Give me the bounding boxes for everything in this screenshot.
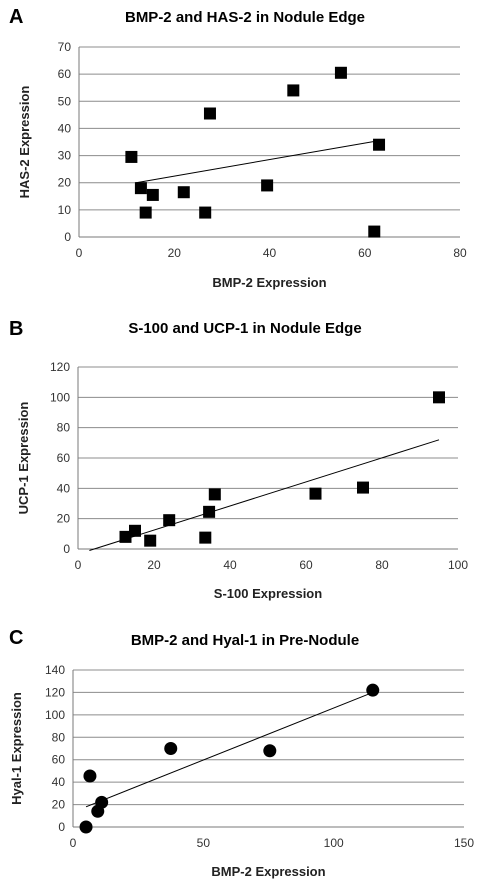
y-axis-label: UCP-1 Expression	[16, 402, 31, 515]
data-point	[203, 107, 216, 120]
trendline	[85, 691, 373, 808]
data-point	[366, 683, 380, 697]
y-tick-label: 20	[58, 176, 72, 190]
data-point	[199, 206, 212, 219]
scatter-chart-a: 0 10 20 30 40 50 60 70 0 20 40 60 80 BMP-2 Expression…	[17, 40, 467, 290]
y-tick-label: 10	[58, 203, 72, 217]
chart-title-b: S-100 and UCP-1 in Nodule Edge	[128, 320, 362, 337]
x-tick-label: 60	[299, 558, 313, 572]
data-point	[309, 487, 322, 500]
x-tick-label: 100	[448, 558, 468, 572]
y-tick-label: 120	[50, 360, 70, 374]
y-tick-label: 30	[58, 149, 72, 163]
y-tick-label: 140	[45, 663, 65, 677]
y-axis-label: Hyal-1 Expression	[9, 692, 24, 805]
x-axis-label: BMP-2 Expression	[212, 275, 326, 290]
y-tick-label: 50	[58, 94, 72, 108]
y-tick-label: 60	[57, 451, 71, 465]
y-axis-label: HAS-2 Expression	[17, 86, 32, 199]
scatter-chart-c: 0 20 40 60 80 100 120 140 0 50 100 150 BMP-2 Express…	[9, 663, 474, 879]
y-tick-label: 40	[52, 775, 66, 789]
chart-title-c: BMP-2 and Hyal-1 in Pre-Nodule	[130, 632, 360, 649]
x-tick-label: 150	[454, 836, 474, 850]
x-tick-label: 0	[76, 246, 83, 260]
y-tick-label: 100	[50, 390, 70, 404]
panel-letter-a: A	[9, 6, 24, 28]
data-point	[433, 391, 445, 404]
x-tick-label: 0	[70, 836, 77, 850]
panel-c: C BMP-2 and Hyal-1 in Pre-Nodule 0 20 40 60…	[0, 618, 490, 892]
data-point	[144, 534, 157, 547]
x-tick-label: 20	[168, 246, 182, 260]
scatter-chart-b: 0 20 40 60 80 100 120 0 20 40 60 80 100 S-100 Express…	[16, 360, 468, 601]
data-point	[203, 505, 216, 518]
y-tick-label: 20	[52, 798, 66, 812]
data-point	[199, 531, 212, 544]
x-tick-label: 80	[375, 558, 389, 572]
y-tick-label: 0	[64, 230, 71, 244]
y-tick-label: 60	[52, 753, 66, 767]
data-point	[95, 795, 109, 809]
data-point	[287, 84, 300, 97]
data-point	[208, 488, 221, 501]
data-point	[261, 179, 274, 192]
data-point	[119, 530, 132, 543]
x-tick-label: 100	[324, 836, 344, 850]
x-axis-label: BMP-2 Expression	[211, 864, 325, 879]
chart-title-a: BMP-2 and HAS-2 in Nodule Edge	[124, 9, 365, 26]
y-tick-label: 80	[52, 730, 66, 744]
panel-a: A BMP-2 and HAS-2 in Nodule Edge 0 10 20 30…	[0, 0, 490, 300]
x-tick-label: 80	[453, 246, 467, 260]
data-point	[146, 188, 159, 201]
data-point	[134, 182, 147, 195]
data-point	[163, 514, 176, 527]
x-tick-label: 60	[358, 246, 372, 260]
data-point	[368, 225, 381, 238]
data-point	[79, 820, 93, 834]
y-tick-label: 40	[58, 121, 72, 135]
trendline	[136, 140, 380, 184]
y-tick-label: 0	[58, 820, 65, 834]
y-tick-label: 60	[58, 67, 72, 81]
y-tick-label: 40	[57, 481, 71, 495]
x-axis-label: S-100 Expression	[214, 586, 322, 601]
x-tick-label: 40	[263, 246, 277, 260]
data-point	[164, 742, 178, 755]
panel-b: B S-100 and UCP-1 in Nodule Edge 0 20 40 60…	[0, 310, 490, 610]
trendline	[89, 439, 440, 551]
panel-letter-b: B	[9, 318, 24, 340]
y-tick-label: 100	[45, 708, 65, 722]
y-tick-label: 120	[45, 685, 65, 699]
y-tick-label: 80	[57, 421, 71, 435]
x-tick-label: 20	[147, 558, 161, 572]
panel-letter-c: C	[9, 627, 24, 649]
data-point	[129, 524, 141, 537]
data-point	[263, 744, 277, 758]
x-tick-label: 40	[223, 558, 237, 572]
y-tick-label: 20	[57, 512, 71, 526]
data-point	[357, 481, 369, 494]
data-point	[177, 186, 190, 199]
data-point	[139, 206, 152, 219]
y-tick-label: 0	[63, 542, 70, 556]
data-point	[373, 138, 386, 151]
y-tick-label: 70	[58, 40, 72, 54]
data-point	[334, 66, 347, 79]
data-point	[125, 150, 138, 163]
x-tick-label: 0	[75, 558, 82, 572]
x-tick-label: 50	[197, 836, 211, 850]
data-point	[83, 769, 97, 783]
